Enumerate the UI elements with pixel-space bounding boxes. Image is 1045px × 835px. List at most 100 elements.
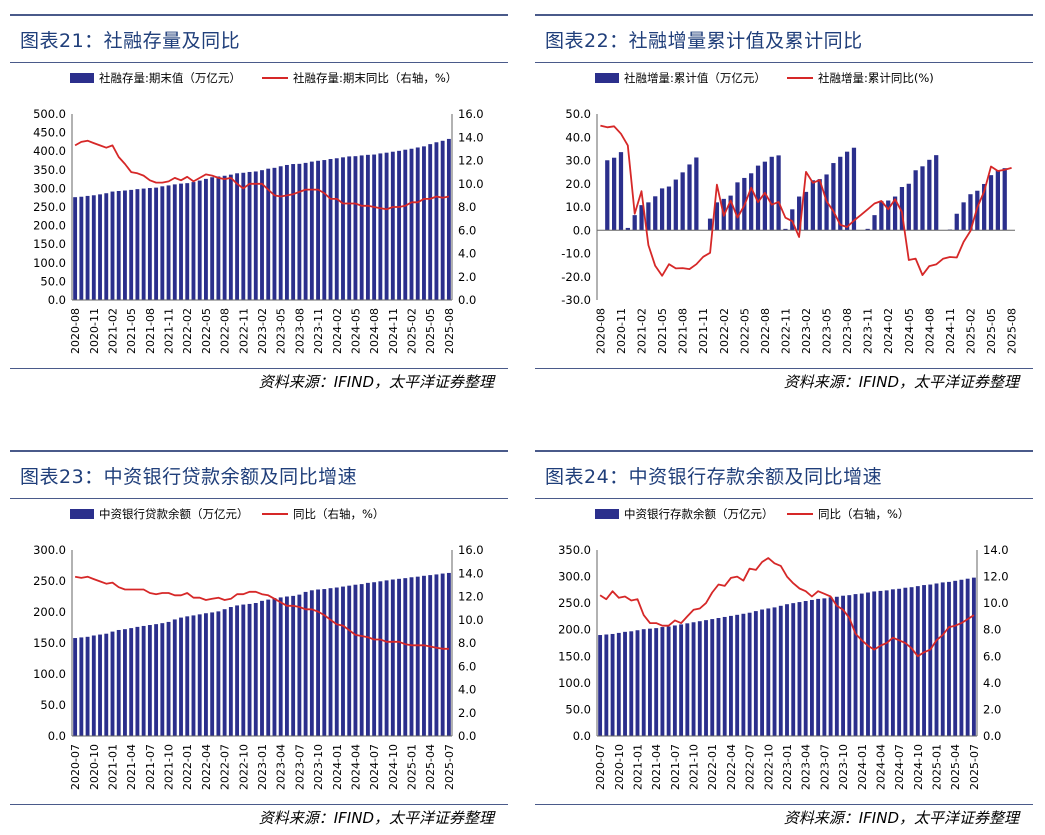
right-axis-tick-label: 14.0: [983, 543, 1009, 557]
right-axis-tick-label: 6.0: [458, 659, 476, 673]
bar: [197, 614, 202, 736]
bar: [185, 616, 190, 736]
bar: [785, 604, 789, 736]
bar: [446, 138, 451, 300]
bar: [372, 154, 377, 300]
panel-top-rule: [10, 14, 508, 16]
right-axis-tick-label: 8.0: [458, 200, 476, 214]
bar: [791, 603, 796, 736]
left-axis-tick-label: -10.0: [561, 247, 591, 261]
bar: [766, 608, 771, 736]
bar: [309, 161, 314, 300]
bar: [222, 175, 227, 300]
bar: [612, 157, 617, 231]
bar: [341, 157, 345, 300]
bar: [297, 163, 302, 300]
bar: [147, 188, 152, 300]
bar: [604, 634, 609, 736]
bar: [831, 163, 836, 231]
x-axis-tick-label: 2024-01: [856, 744, 869, 790]
x-axis-tick-label: 2024-08: [368, 308, 381, 354]
right-axis-tick-label: 0.0: [983, 729, 1001, 743]
title-rule: [10, 498, 508, 499]
bar: [328, 588, 333, 736]
bar: [272, 598, 277, 736]
bar: [434, 142, 439, 300]
bar: [632, 215, 637, 231]
bar: [204, 178, 208, 300]
bar: [141, 188, 146, 300]
bar: [913, 170, 918, 231]
bar: [954, 213, 959, 231]
bar: [968, 194, 973, 231]
chart-panel-fig23: 图表23：中资银行贷款余额及同比增速 中资银行贷款余额（万亿元） 同比（右轴，%）…: [10, 450, 508, 832]
line-series: [600, 124, 1012, 277]
chart-fig24: 中资银行存款余额（万亿元） 同比（右轴，%） 0.0 50.0 100.0 150.0 20…: [558, 507, 1009, 790]
bar: [648, 628, 652, 736]
bar: [216, 176, 221, 300]
right-axis-tick-label: 10.0: [983, 596, 1009, 610]
bar: [440, 573, 445, 736]
bar: [728, 195, 733, 231]
x-axis-tick-label: 2021-05: [125, 308, 138, 354]
bar: [803, 191, 809, 231]
bar: [365, 154, 370, 300]
x-axis-tick-label: 2022-04: [200, 744, 213, 790]
bar: [228, 607, 233, 736]
line-series: [599, 557, 975, 658]
bar: [129, 189, 134, 300]
x-axis-tick-label: 2022-07: [744, 744, 757, 790]
x-axis-tick-label: 2024-05: [903, 308, 916, 354]
bar: [347, 585, 352, 736]
bar: [397, 150, 401, 300]
bar: [853, 594, 858, 736]
x-axis-tick-label: 2025-01: [406, 744, 419, 790]
legend-line-label: 社融存量:期末同比（右轴，%）: [293, 71, 457, 85]
bar: [378, 581, 383, 736]
bar: [816, 598, 821, 736]
right-axis-tick-label: 2.0: [458, 706, 476, 720]
left-axis-tick-label: 200.0: [33, 605, 66, 619]
x-axis-tick-label: 2024-04: [349, 744, 362, 790]
bar: [322, 160, 327, 300]
bar: [222, 609, 227, 736]
chart-panel-fig21: 图表21：社融存量及同比 社融存量:期末值（万亿元） 社融存量:期末同比（右轴，%…: [10, 14, 508, 396]
bar: [928, 584, 933, 736]
x-axis-tick-label: 2022-11: [237, 308, 250, 354]
bar: [822, 598, 827, 736]
left-axis-tick-label: 350.0: [558, 543, 591, 557]
bar: [73, 197, 78, 300]
bar: [828, 597, 833, 736]
bar: [172, 619, 177, 736]
bar: [353, 156, 358, 300]
chart-legend: 中资银行存款余额（万亿元） 同比（右轴，%）: [595, 507, 909, 521]
bar: [303, 162, 308, 300]
bar: [797, 602, 802, 736]
bar: [440, 140, 445, 300]
bar: [422, 146, 426, 300]
bar: [903, 587, 908, 736]
x-axis-tick-label: 2021-02: [106, 308, 119, 354]
right-axis-tick-label: 12.0: [983, 570, 1009, 584]
bar: [772, 607, 777, 736]
bar: [397, 578, 401, 736]
bar: [266, 599, 271, 736]
bar: [135, 626, 140, 736]
bar: [922, 585, 926, 736]
bar: [783, 228, 788, 231]
panel-bottom-rule: [535, 368, 1033, 369]
bar: [278, 597, 283, 736]
bar: [235, 605, 240, 736]
right-axis-tick-label: 8.0: [983, 623, 1001, 637]
x-axis-tick-label: 2024-01: [331, 744, 344, 790]
bar: [865, 228, 870, 231]
left-axis-tick-label: 20.0: [565, 177, 591, 191]
bar: [753, 611, 758, 736]
bar: [654, 628, 659, 736]
bar: [859, 593, 864, 736]
legend-bar-swatch: [70, 73, 94, 83]
x-axis-tick-label: 2025-07: [968, 744, 981, 790]
x-axis-tick-label: 2022-11: [779, 308, 792, 354]
legend-bar-label: 中资银行存款余额（万亿元）: [624, 507, 774, 521]
bar: [98, 194, 102, 300]
